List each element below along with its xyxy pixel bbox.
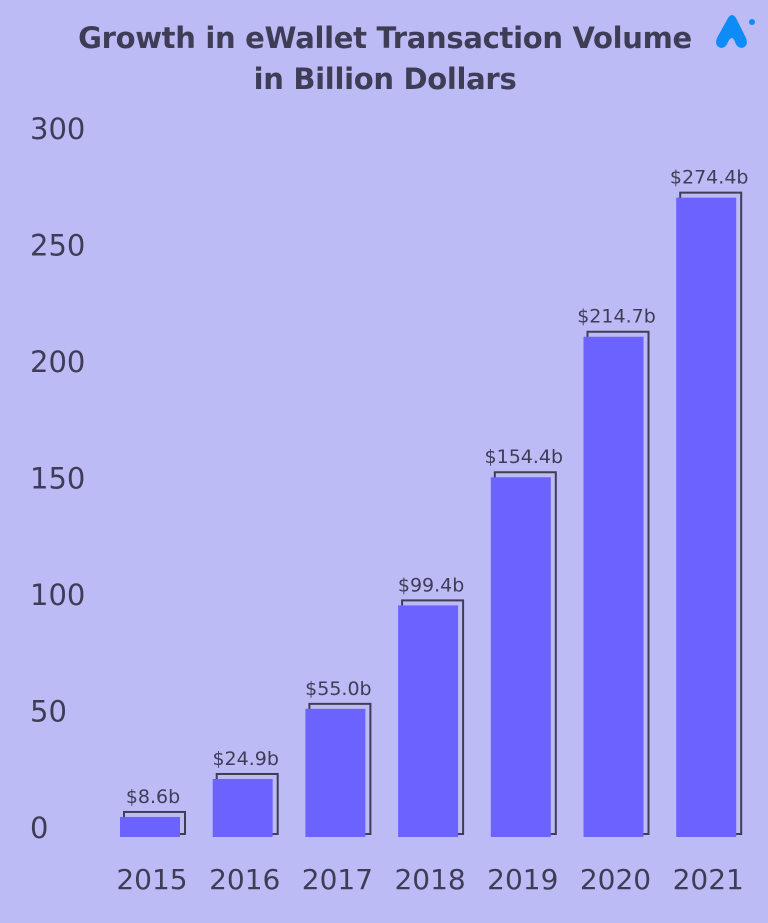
x-tick-label: 2017 bbox=[302, 863, 373, 896]
data-label: $214.7b bbox=[577, 306, 656, 328]
bar-2017 bbox=[305, 708, 366, 837]
y-tick-label: 0 bbox=[30, 811, 48, 845]
data-label: $99.4b bbox=[398, 574, 464, 596]
y-tick-label: 200 bbox=[30, 345, 85, 379]
data-label: $274.4b bbox=[670, 167, 749, 189]
y-tick-label: 300 bbox=[30, 112, 85, 146]
data-label: $24.9b bbox=[212, 748, 278, 770]
bar-2018 bbox=[398, 605, 459, 837]
bar-2015 bbox=[120, 816, 180, 837]
y-tick-label: 250 bbox=[30, 229, 85, 263]
data-label: $154.4b bbox=[485, 446, 564, 468]
y-tick-label: 100 bbox=[30, 578, 85, 612]
x-tick-label: 2015 bbox=[116, 863, 187, 896]
bar-2019 bbox=[490, 477, 551, 837]
x-tick-label: 2019 bbox=[487, 863, 558, 896]
data-label: $8.6b bbox=[126, 786, 180, 808]
bar-2016 bbox=[212, 778, 273, 837]
x-tick-label: 2021 bbox=[673, 863, 744, 896]
x-tick-label: 2018 bbox=[394, 863, 465, 896]
bar-2020 bbox=[583, 336, 644, 837]
data-label: $55.0b bbox=[305, 678, 371, 700]
brand-logo-icon bbox=[716, 15, 755, 48]
y-tick-label: 50 bbox=[30, 695, 67, 729]
y-tick-label: 150 bbox=[30, 462, 85, 496]
bar-2021 bbox=[676, 197, 737, 837]
chart-title: Growth in eWallet Transaction Volume in … bbox=[78, 21, 692, 96]
x-tick-label: 2020 bbox=[580, 863, 651, 896]
x-tick-label: 2016 bbox=[209, 863, 280, 896]
